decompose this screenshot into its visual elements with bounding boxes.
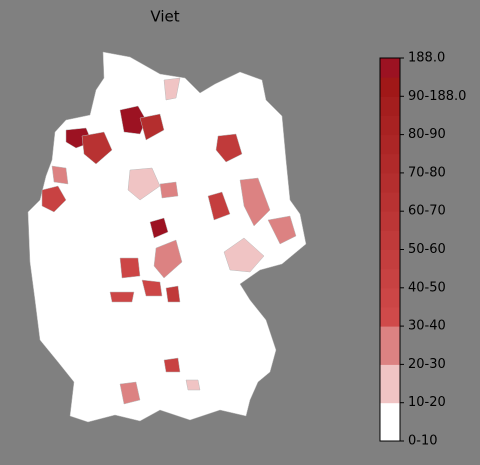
region: [165, 285, 181, 303]
region: [215, 133, 243, 163]
region: [119, 381, 141, 405]
colorbar-segment: [380, 96, 400, 116]
region: [51, 165, 69, 185]
colorbar-label: 188.0: [408, 51, 445, 66]
region: [139, 113, 165, 141]
colorbar-segment: [380, 172, 400, 193]
colorbar-segment: [380, 192, 400, 212]
region: [267, 215, 297, 245]
colorbar-segment: [380, 268, 400, 289]
region: [239, 177, 271, 227]
region: [149, 217, 169, 239]
region: [163, 357, 181, 373]
colorbar-segment: [380, 58, 400, 78]
colorbar-segment: [380, 402, 400, 442]
region: [223, 237, 265, 273]
colorbar-label: 90-188.0: [408, 89, 466, 104]
colorbar-segment: [380, 306, 400, 327]
region: [185, 379, 201, 391]
colorbar-segment: [380, 326, 400, 365]
region: [207, 191, 231, 221]
colorbar-segment: [380, 249, 400, 270]
colorbar-segment: [380, 287, 400, 308]
colorbar-label: 50-60: [408, 242, 446, 257]
colorbar: 0-10 10-20 20-30 30-40 40-50 50-60 60-70 70-80 8…: [379, 51, 466, 449]
region: [109, 291, 135, 303]
colorbar-label: 80-90: [408, 127, 446, 142]
colorbar-label: 0-10: [408, 434, 438, 449]
colorbar-label: 10-20: [408, 395, 446, 410]
region: [159, 181, 179, 199]
region: [153, 239, 183, 279]
colorbar-segment: [380, 364, 400, 404]
colorbar-segment: [380, 230, 400, 250]
colorbar-label: 20-30: [408, 357, 446, 372]
colorbar-segment: [380, 115, 400, 136]
colorbar-label: 30-40: [408, 319, 446, 334]
colorbar-segment: [380, 153, 400, 174]
colorbar-label: 40-50: [408, 280, 446, 295]
colorbar-segment: [380, 211, 400, 231]
colorbar-label: 60-70: [408, 204, 446, 219]
region: [141, 279, 163, 297]
colorbar-segment: [380, 77, 400, 97]
region: [127, 167, 161, 201]
colorbar-segment: [380, 134, 400, 155]
colorbar-label: 70-80: [408, 165, 446, 180]
map: [27, 51, 307, 423]
map-title: Viet: [150, 8, 179, 26]
region: [41, 185, 67, 213]
region: [81, 131, 113, 165]
region: [119, 257, 141, 279]
region: [163, 77, 181, 101]
